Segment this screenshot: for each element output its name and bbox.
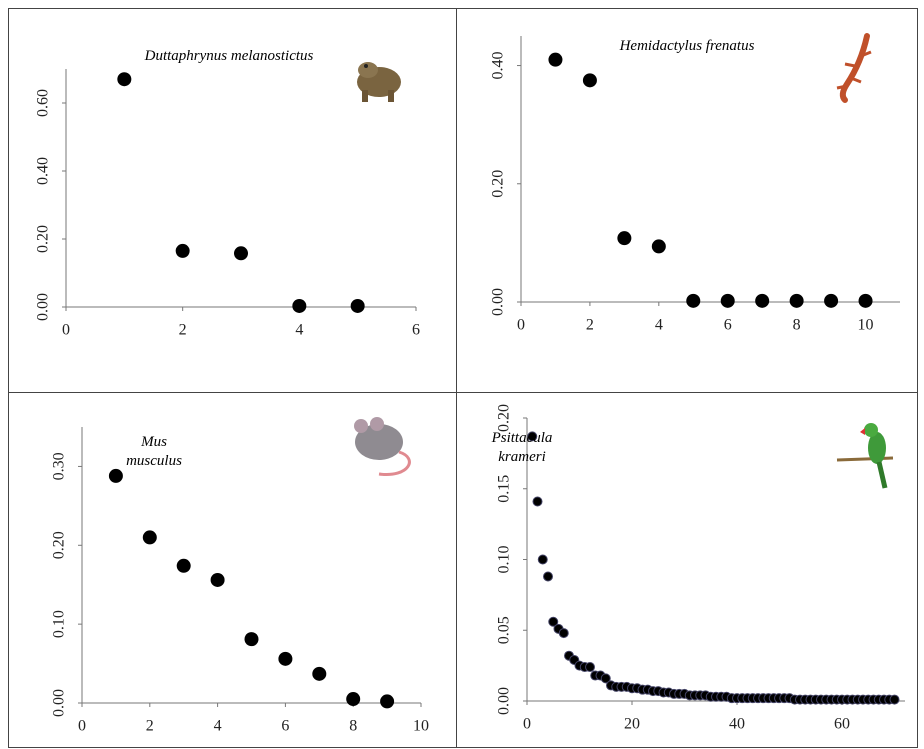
point [600,673,611,684]
point [720,293,735,308]
chart: 0.00 0.20 0.40 0.60 0 2 4 6 [35,62,420,339]
x-tick-label: 0 [517,317,525,334]
y-tick-label: 0.10 [51,610,68,638]
point [548,52,563,67]
y-tick-label: 0.00 [51,689,68,717]
x-tick-label: 0 [78,718,86,735]
y-tick-label: 0.40 [490,52,507,80]
y-tick-label: 0.05 [496,616,513,644]
figure-frame [8,8,918,748]
x-tick-label: 40 [729,716,745,733]
point [532,496,543,507]
point [292,298,307,313]
y-tick-label: 0.20 [51,531,68,559]
chart: 0.00 0.05 0.10 0.15 0.20 0 20 40 60 [496,404,905,733]
y-tick-label: 0.15 [496,475,513,503]
x-tick-label: 6 [281,718,289,735]
panel: 0.00 0.20 0.40 0 2 4 6 8 10 Hemidactylus frenatu… [457,9,917,391]
x-tick-label: 2 [146,718,154,735]
point [176,558,191,573]
point [858,293,873,308]
divider [456,8,457,748]
panel: 0.00 0.05 0.10 0.15 0.20 0 20 40 60 Psittacula k… [457,393,917,749]
y-tick-label: 0.30 [51,452,68,480]
point [210,572,225,587]
chart-title: Duttaphrynus melanostictus [144,48,314,64]
point [543,571,553,582]
point [824,293,839,308]
point [558,628,569,639]
chart: 0.00 0.20 0.40 0 2 4 6 8 10 [490,33,900,334]
x-tick-label: 4 [295,322,303,339]
point [582,73,597,88]
x-tick-label: 10 [858,317,874,334]
x-tick-label: 4 [655,317,663,334]
chart-title: Psittacula krameri [491,430,553,465]
mouse-icon [354,417,411,476]
x-tick-label: 6 [412,322,420,339]
point [346,692,361,707]
x-tick-label: 6 [724,317,732,334]
point [108,468,123,483]
x-tick-label: 10 [413,718,429,735]
point [537,554,548,565]
toad-icon [357,62,401,102]
point [234,246,248,261]
y-tick-label: 0.60 [35,89,52,117]
point [175,243,190,258]
point [350,298,365,313]
x-tick-label: 2 [586,317,594,334]
point [380,694,395,709]
point [244,632,259,647]
x-tick-label: 8 [349,718,357,735]
chart-title: Hemidactylus frenatus [619,38,755,54]
point [548,616,559,627]
x-tick-label: 2 [179,322,187,339]
panel: 0.00 0.10 0.20 0.30 0 2 4 6 8 10 Mus musculus [9,393,455,749]
point [585,662,595,673]
y-tick-label: 0.00 [496,687,513,715]
y-tick-label: 0.20 [490,170,507,198]
gecko-icon [836,33,872,103]
divider [8,392,918,393]
x-tick-label: 0 [62,322,70,339]
y-tick-label: 0.00 [490,288,507,316]
x-tick-label: 60 [834,716,850,733]
chart: 0.00 0.10 0.20 0.30 0 2 4 6 8 10 [51,417,429,735]
point [686,293,701,308]
y-tick-label: 0.20 [35,225,52,253]
panel: 0.00 0.20 0.40 0.60 0 2 4 6 Duttaphrynus melano… [9,9,455,391]
point [617,231,632,246]
x-tick-label: 20 [624,716,640,733]
parrot-icon [836,423,894,489]
point [312,666,327,681]
point [142,530,157,545]
x-tick-label: 4 [214,718,222,735]
x-tick-label: 8 [793,317,801,334]
chart-title: Mus musculus [126,434,182,469]
point [278,651,293,666]
y-tick-label: 0.10 [496,546,513,574]
point [789,293,804,308]
point [889,694,900,705]
point [117,72,132,87]
point [527,431,538,442]
y-tick-label: 0.00 [35,293,52,321]
y-tick-label: 0.40 [35,157,52,185]
point [651,239,666,254]
y-tick-label: 0.20 [496,404,513,432]
point [755,293,770,308]
x-tick-label: 0 [523,716,531,733]
